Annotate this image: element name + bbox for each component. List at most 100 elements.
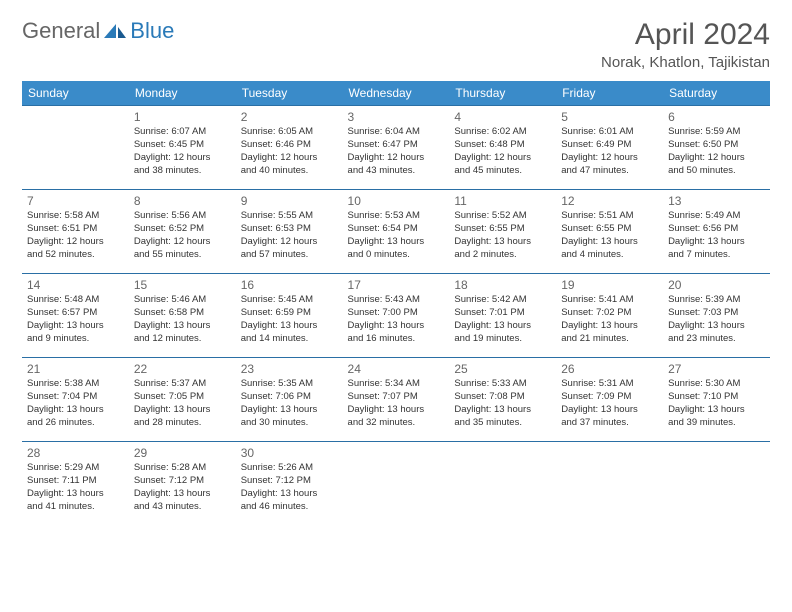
daylight-line: and 47 minutes.: [561, 165, 658, 178]
sunrise-line: Sunrise: 5:26 AM: [241, 462, 338, 475]
sunrise-line: Sunrise: 5:59 AM: [668, 126, 765, 139]
day-header: Saturday: [663, 81, 770, 106]
daylight-line: Daylight: 12 hours: [241, 236, 338, 249]
daylight-line: and 28 minutes.: [134, 417, 231, 430]
sunrise-line: Sunrise: 5:29 AM: [27, 462, 124, 475]
day-header: Wednesday: [343, 81, 450, 106]
sunset-line: Sunset: 6:54 PM: [348, 223, 445, 236]
sunset-line: Sunset: 6:53 PM: [241, 223, 338, 236]
day-cell: 9Sunrise: 5:55 AMSunset: 6:53 PMDaylight…: [236, 190, 343, 274]
sunset-line: Sunset: 6:52 PM: [134, 223, 231, 236]
day-number: 14: [27, 277, 124, 293]
sunrise-line: Sunrise: 6:04 AM: [348, 126, 445, 139]
sunset-line: Sunset: 7:07 PM: [348, 391, 445, 404]
day-cell: 15Sunrise: 5:46 AMSunset: 6:58 PMDayligh…: [129, 274, 236, 358]
day-cell: [343, 442, 450, 526]
day-header: Monday: [129, 81, 236, 106]
daylight-line: and 52 minutes.: [27, 249, 124, 262]
daylight-line: Daylight: 13 hours: [454, 404, 551, 417]
day-number: 13: [668, 193, 765, 209]
day-number: 30: [241, 445, 338, 461]
day-number: 26: [561, 361, 658, 377]
daylight-line: and 2 minutes.: [454, 249, 551, 262]
day-cell: [556, 442, 663, 526]
daylight-line: and 46 minutes.: [241, 501, 338, 514]
day-cell: 25Sunrise: 5:33 AMSunset: 7:08 PMDayligh…: [449, 358, 556, 442]
day-number: 29: [134, 445, 231, 461]
daylight-line: Daylight: 12 hours: [134, 236, 231, 249]
sunset-line: Sunset: 6:51 PM: [27, 223, 124, 236]
day-cell: 26Sunrise: 5:31 AMSunset: 7:09 PMDayligh…: [556, 358, 663, 442]
daylight-line: and 41 minutes.: [27, 501, 124, 514]
sunrise-line: Sunrise: 5:41 AM: [561, 294, 658, 307]
sunset-line: Sunset: 6:47 PM: [348, 139, 445, 152]
sunrise-line: Sunrise: 5:30 AM: [668, 378, 765, 391]
day-cell: 16Sunrise: 5:45 AMSunset: 6:59 PMDayligh…: [236, 274, 343, 358]
daylight-line: and 12 minutes.: [134, 333, 231, 346]
day-cell: 7Sunrise: 5:58 AMSunset: 6:51 PMDaylight…: [22, 190, 129, 274]
sunset-line: Sunset: 7:03 PM: [668, 307, 765, 320]
day-number: 19: [561, 277, 658, 293]
logo-sail-icon: [102, 22, 128, 40]
day-cell: 23Sunrise: 5:35 AMSunset: 7:06 PMDayligh…: [236, 358, 343, 442]
sunrise-line: Sunrise: 5:46 AM: [134, 294, 231, 307]
day-number: 4: [454, 109, 551, 125]
daylight-line: Daylight: 13 hours: [27, 488, 124, 501]
header: General Blue April 2024 Norak, Khatlon, …: [22, 18, 770, 71]
daylight-line: and 21 minutes.: [561, 333, 658, 346]
daylight-line: and 37 minutes.: [561, 417, 658, 430]
day-cell: [663, 442, 770, 526]
day-header: Sunday: [22, 81, 129, 106]
sunrise-line: Sunrise: 5:48 AM: [27, 294, 124, 307]
sunset-line: Sunset: 6:48 PM: [454, 139, 551, 152]
sunrise-line: Sunrise: 5:34 AM: [348, 378, 445, 391]
logo-text-2: Blue: [130, 18, 174, 44]
day-number: 23: [241, 361, 338, 377]
day-cell: 19Sunrise: 5:41 AMSunset: 7:02 PMDayligh…: [556, 274, 663, 358]
daylight-line: Daylight: 13 hours: [561, 404, 658, 417]
day-number: 22: [134, 361, 231, 377]
day-number: 1: [134, 109, 231, 125]
daylight-line: Daylight: 13 hours: [134, 488, 231, 501]
sunset-line: Sunset: 7:05 PM: [134, 391, 231, 404]
sunrise-line: Sunrise: 5:58 AM: [27, 210, 124, 223]
sunset-line: Sunset: 7:12 PM: [241, 475, 338, 488]
daylight-line: Daylight: 12 hours: [241, 152, 338, 165]
sunset-line: Sunset: 6:56 PM: [668, 223, 765, 236]
sunset-line: Sunset: 7:10 PM: [668, 391, 765, 404]
daylight-line: and 35 minutes.: [454, 417, 551, 430]
day-number: 27: [668, 361, 765, 377]
sunrise-line: Sunrise: 5:37 AM: [134, 378, 231, 391]
month-title: April 2024: [601, 18, 770, 52]
day-cell: [22, 106, 129, 190]
daylight-line: Daylight: 13 hours: [561, 236, 658, 249]
day-cell: 1Sunrise: 6:07 AMSunset: 6:45 PMDaylight…: [129, 106, 236, 190]
day-cell: 17Sunrise: 5:43 AMSunset: 7:00 PMDayligh…: [343, 274, 450, 358]
day-number: 20: [668, 277, 765, 293]
day-number: 8: [134, 193, 231, 209]
daylight-line: and 43 minutes.: [348, 165, 445, 178]
sunrise-line: Sunrise: 5:45 AM: [241, 294, 338, 307]
daylight-line: Daylight: 12 hours: [668, 152, 765, 165]
sunset-line: Sunset: 7:00 PM: [348, 307, 445, 320]
daylight-line: Daylight: 12 hours: [561, 152, 658, 165]
sunrise-line: Sunrise: 5:49 AM: [668, 210, 765, 223]
sunrise-line: Sunrise: 5:42 AM: [454, 294, 551, 307]
day-number: 21: [27, 361, 124, 377]
day-cell: 14Sunrise: 5:48 AMSunset: 6:57 PMDayligh…: [22, 274, 129, 358]
sunrise-line: Sunrise: 5:55 AM: [241, 210, 338, 223]
sunset-line: Sunset: 6:58 PM: [134, 307, 231, 320]
daylight-line: and 30 minutes.: [241, 417, 338, 430]
week-row: 14Sunrise: 5:48 AMSunset: 6:57 PMDayligh…: [22, 274, 770, 358]
daylight-line: and 45 minutes.: [454, 165, 551, 178]
daylight-line: Daylight: 13 hours: [348, 320, 445, 333]
daylight-line: Daylight: 13 hours: [241, 404, 338, 417]
day-cell: 8Sunrise: 5:56 AMSunset: 6:52 PMDaylight…: [129, 190, 236, 274]
sunrise-line: Sunrise: 5:43 AM: [348, 294, 445, 307]
daylight-line: and 26 minutes.: [27, 417, 124, 430]
day-number: 2: [241, 109, 338, 125]
sunset-line: Sunset: 7:08 PM: [454, 391, 551, 404]
daylight-line: and 16 minutes.: [348, 333, 445, 346]
daylight-line: and 0 minutes.: [348, 249, 445, 262]
location: Norak, Khatlon, Tajikistan: [601, 54, 770, 71]
